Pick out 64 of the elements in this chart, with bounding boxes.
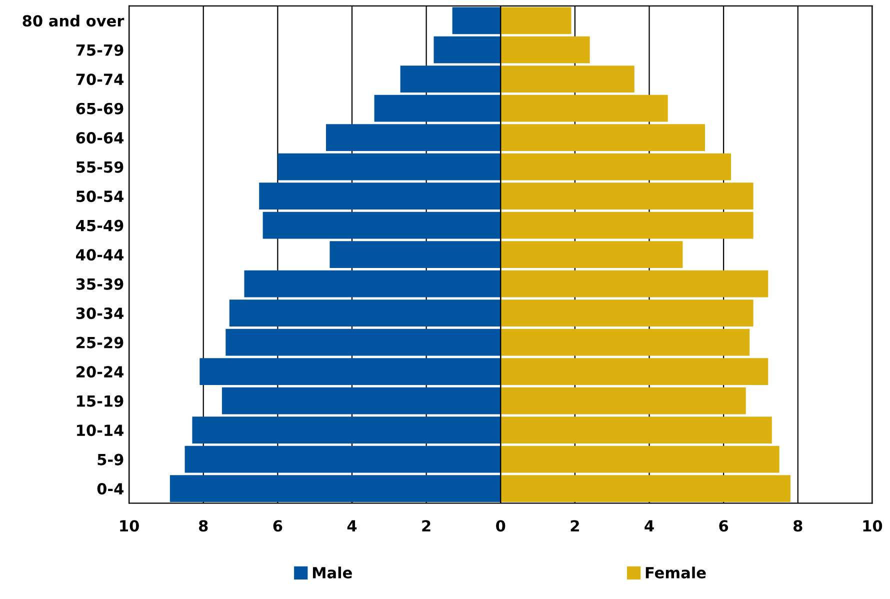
bar [222, 387, 501, 414]
bar [500, 475, 790, 502]
x-tick-label: 6 [273, 520, 282, 532]
y-tick-label: 75-79 [76, 44, 124, 56]
y-tick-label: 35-39 [76, 278, 124, 290]
bar [500, 446, 780, 473]
y-tick-label: 65-69 [76, 102, 124, 114]
bar [170, 475, 501, 502]
bar [500, 387, 746, 414]
bar [500, 124, 705, 152]
bar [226, 328, 501, 356]
bar [244, 270, 501, 298]
y-tick-label: 20-24 [76, 366, 124, 378]
bar [500, 66, 634, 93]
legend-label: Male [312, 566, 352, 578]
y-tick-label: 70-74 [76, 74, 124, 86]
y-tick-label: 60-64 [76, 132, 124, 144]
bar [400, 66, 501, 93]
x-tick-label: 2 [570, 520, 579, 532]
x-tick-label: 8 [198, 520, 208, 532]
bar [184, 446, 501, 473]
bar [192, 416, 501, 444]
x-tick-label: 2 [422, 520, 430, 532]
bar [278, 153, 501, 180]
bar [326, 124, 501, 152]
bar [500, 300, 754, 327]
bar [330, 241, 501, 268]
x-tick-label: 6 [719, 520, 728, 532]
y-tick-label: 5-9 [98, 454, 124, 466]
y-tick-label: 80 and over [22, 14, 124, 27]
bar [500, 241, 683, 268]
y-tick-label: 10-14 [77, 424, 124, 436]
x-tick-label: 0 [496, 520, 506, 532]
bar [200, 358, 501, 386]
y-tick-label: 40-44 [76, 249, 124, 261]
bar [500, 270, 768, 298]
bar [500, 212, 754, 239]
bar [500, 153, 731, 180]
y-tick-label: 15-19 [77, 395, 124, 407]
bar [500, 328, 750, 356]
bar [500, 36, 590, 64]
legend-label: Female [646, 566, 706, 578]
bar [229, 300, 501, 327]
x-tick-label: 4 [347, 520, 357, 532]
bar [500, 94, 668, 122]
bar [452, 7, 501, 34]
bar [259, 182, 501, 210]
x-tick-label: 8 [794, 520, 802, 532]
bar [262, 212, 501, 239]
bar [500, 358, 768, 386]
y-tick-label: 50-54 [76, 190, 124, 202]
y-tick-label: 0-4 [97, 483, 124, 495]
y-tick-label: 55-59 [76, 161, 124, 173]
bar [500, 416, 772, 444]
bar [434, 36, 501, 64]
bar [500, 182, 754, 210]
bar [500, 7, 572, 34]
x-tick-label: 4 [644, 520, 654, 532]
bar [374, 94, 501, 122]
y-tick-label: 45-49 [76, 220, 124, 232]
x-tick-label: 10 [863, 520, 882, 532]
y-tick-label: 25-29 [76, 336, 124, 348]
y-tick-label: 30-34 [76, 308, 124, 320]
x-tick-label: 10 [120, 520, 139, 532]
